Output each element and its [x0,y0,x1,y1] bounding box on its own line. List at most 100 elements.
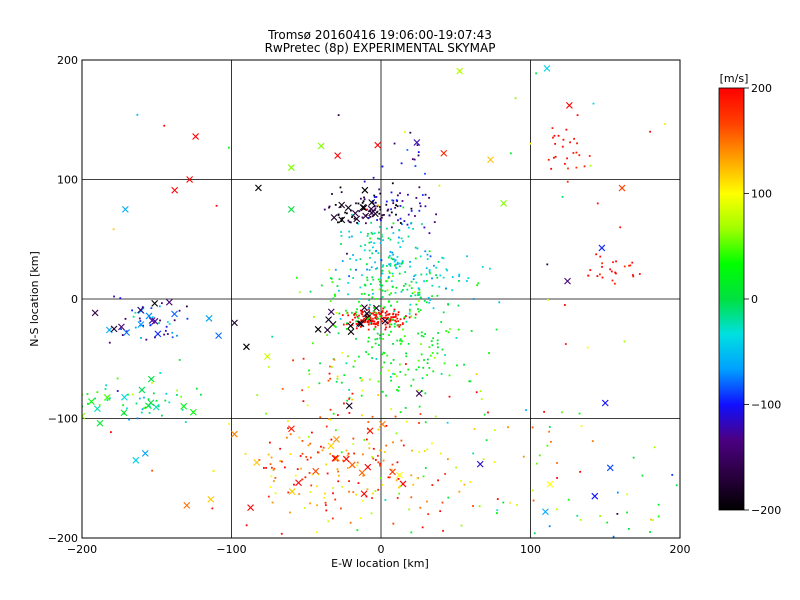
echo-marker-dot [359,305,362,308]
echo-marker-dot [352,277,355,279]
echo-marker-dot [367,323,370,326]
echo-marker-dot [345,449,348,452]
echo-marker-dot [649,130,651,133]
echo-marker-dot [159,319,161,322]
echo-marker-dot [381,269,384,272]
echo-marker-dot [311,473,314,476]
echo-marker-dot [363,292,366,295]
echo-marker-dot [396,263,399,265]
echo-marker-dot [387,208,390,211]
echo-marker-dot [370,312,373,315]
echo-marker-dot [372,310,375,313]
echo-marker-dot [395,199,398,202]
echo-marker-x [288,425,295,433]
echo-marker-dot [410,496,413,499]
echo-marker-dot [377,488,380,491]
echo-marker-dot [328,372,331,375]
echo-marker-dot [440,372,443,375]
echo-marker-dot [415,303,418,306]
echo-marker-dot [457,304,460,307]
echo-marker-dot [444,473,447,475]
echo-marker-dot [353,217,356,220]
echo-marker-dot [106,399,109,401]
echo-marker-dot [578,412,581,415]
echo-marker-dot [171,331,174,334]
colorbar-tick-label: 0 [751,293,758,306]
echo-marker-dot [348,221,351,223]
echo-marker-dot [566,180,569,183]
echo-marker-dot [397,313,400,316]
echo-marker-dot [372,322,375,325]
echo-marker-dot [368,311,371,314]
echo-marker-dot [441,501,444,504]
echo-marker-dot [402,206,405,209]
echo-marker-dot [346,467,349,469]
echo-marker-dot [372,457,375,460]
x-tick-label: −200 [67,543,97,556]
echo-marker-x [96,419,104,427]
echo-marker-dot [402,444,405,447]
echo-marker-dot [392,312,395,315]
echo-marker-dot [384,316,387,319]
echo-marker-dot [425,280,428,282]
echo-marker-dot [403,285,405,287]
echo-marker-dot [410,287,413,290]
echo-marker-dot [408,284,411,287]
echo-marker-dot [330,366,333,368]
echo-marker-dot [417,291,420,294]
echo-marker-dot [420,334,423,337]
echo-marker-dot [386,321,389,324]
echo-marker-dot [373,320,376,323]
echo-marker-dot [390,191,393,194]
echo-marker-dot [335,429,337,432]
echo-marker-dot [368,336,370,339]
echo-marker-x [154,330,162,338]
echo-marker-dot [385,444,388,447]
echo-marker-dot [496,512,498,514]
echo-marker-dot [380,235,383,238]
echo-marker-dot [547,158,550,161]
echo-marker-dot [348,412,351,414]
echo-marker-dot [375,297,378,300]
echo-marker-dot [86,393,89,395]
echo-marker-dot [407,213,410,216]
echo-marker-dot [393,264,396,267]
echo-marker-dot [514,97,517,100]
echo-marker-dot [355,268,357,271]
echo-marker-dot [381,311,384,313]
echo-marker-dot [398,272,401,275]
echo-marker-dot [444,354,446,356]
echo-marker-dot [394,206,397,209]
echo-marker-dot [535,462,538,465]
echo-marker-dot [132,315,135,318]
echo-marker-dot [436,352,439,355]
echo-marker-dot [546,298,549,301]
echo-marker-dot [173,319,176,322]
echo-marker-dot [334,268,337,271]
echo-marker-dot [385,265,388,267]
echo-marker-dot [380,233,383,236]
echo-marker-dot [346,252,348,255]
echo-marker-dot [141,306,144,308]
echo-marker-dot [381,310,384,312]
echo-marker-dot [368,241,371,244]
echo-marker-dot [338,278,341,281]
echo-marker-dot [384,499,387,501]
echo-marker-dot [348,490,350,493]
echo-marker-dot [379,217,382,220]
echo-marker-dot [379,192,382,195]
echo-marker-dot [108,397,111,400]
echo-marker-dot [413,158,416,161]
echo-marker-dot [657,503,660,506]
echo-marker-dot [368,299,371,302]
echo-marker-dot [384,328,387,331]
echo-marker-x [361,186,369,194]
echo-marker-dot [385,200,388,203]
echo-marker-x [253,459,261,466]
echo-marker-dot [400,340,403,343]
echo-marker-dot [377,461,380,464]
echo-marker-dot [301,439,304,442]
echo-marker-dot [379,276,382,279]
echo-marker-dot [332,412,335,415]
echo-marker-dot [338,312,341,315]
